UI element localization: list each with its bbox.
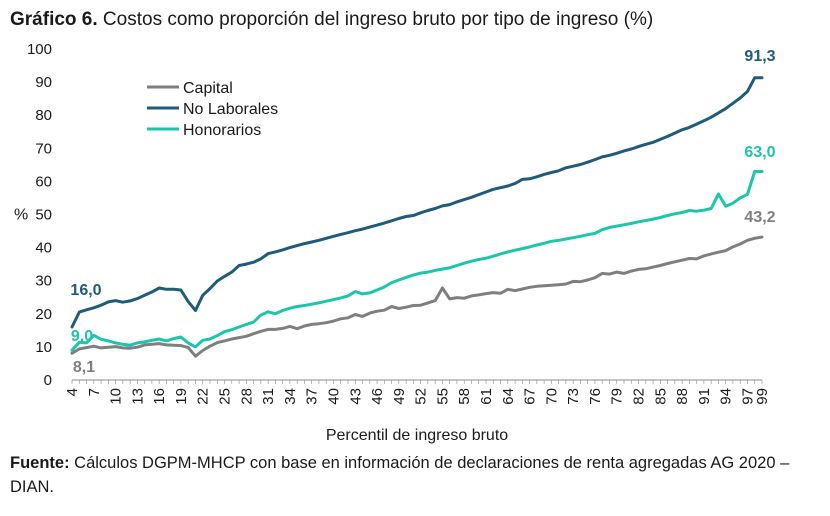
x-tick-label: 82 bbox=[631, 388, 648, 405]
x-tick-label: 10 bbox=[108, 388, 125, 405]
x-tick-label: 22 bbox=[195, 388, 212, 405]
x-axis: 4 7 10 13 16 19 22 25 28 31 34 37 40 43 46 49 52 55 58 61 64… bbox=[64, 379, 771, 405]
x-tick-label: 88 bbox=[674, 388, 691, 405]
y-tick-label: 80 bbox=[35, 107, 52, 124]
y-axis-title: % bbox=[14, 207, 28, 224]
x-tick-label: 37 bbox=[304, 388, 321, 405]
x-tick-label: 7 bbox=[86, 388, 103, 396]
x-tick-label: 99 bbox=[754, 388, 771, 405]
chart-title-text: Costos como proporción del ingreso bruto… bbox=[97, 9, 654, 30]
x-tick-label: 31 bbox=[260, 388, 277, 405]
y-axis: 0 10 20 30 40 50 60 70 80 90 100 bbox=[27, 41, 52, 389]
x-tick-label: 25 bbox=[217, 388, 234, 405]
y-tick-label: 60 bbox=[35, 173, 52, 190]
y-tick-label: 40 bbox=[35, 240, 52, 257]
series-end-label: 91,3 bbox=[744, 48, 775, 65]
x-tick-label: 19 bbox=[173, 388, 190, 405]
y-tick-label: 50 bbox=[35, 207, 52, 224]
legend: Capital No Laborales Honorarios bbox=[147, 80, 278, 139]
y-tick-label: 20 bbox=[35, 306, 52, 323]
x-tick-label: 70 bbox=[543, 388, 560, 405]
source-prefix: Fuente: bbox=[10, 454, 70, 472]
legend-label: Capital bbox=[183, 80, 233, 97]
x-tick-label: 61 bbox=[478, 388, 495, 405]
y-tick-label: 100 bbox=[27, 41, 52, 58]
x-tick-label: 40 bbox=[325, 388, 342, 405]
x-tick-label: 58 bbox=[456, 388, 473, 405]
x-tick-label: 52 bbox=[413, 388, 430, 405]
legend-label: Honorarios bbox=[183, 122, 261, 139]
y-tick-label: 0 bbox=[44, 372, 52, 389]
x-tick-label: 16 bbox=[151, 388, 168, 405]
x-tick-label: 94 bbox=[718, 388, 735, 405]
x-tick-label: 28 bbox=[238, 388, 255, 405]
series-start-label: 16,0 bbox=[70, 282, 101, 299]
series-end-label: 63,0 bbox=[744, 144, 775, 161]
y-tick-label: 90 bbox=[35, 74, 52, 91]
x-tick-label: 13 bbox=[129, 388, 146, 405]
x-tick-label: 43 bbox=[347, 388, 364, 405]
x-tick-label: 46 bbox=[369, 388, 386, 405]
x-tick-label: 4 bbox=[64, 388, 81, 396]
x-tick-label: 67 bbox=[522, 388, 539, 405]
chart-title-prefix: Gráfico 6. bbox=[10, 9, 98, 30]
x-tick-label: 79 bbox=[609, 388, 626, 405]
source-note: Fuente: Cálculos DGPM-MHCP con base en i… bbox=[10, 451, 810, 499]
x-tick-label: 64 bbox=[500, 388, 517, 405]
series-line bbox=[70, 170, 764, 352]
series-layer: 43,2 91,3 63,0 8,1 16,0 9,0 bbox=[70, 48, 775, 376]
y-tick-label: 10 bbox=[35, 339, 52, 356]
x-tick-label: 76 bbox=[587, 388, 604, 405]
x-tick-label: 91 bbox=[696, 388, 713, 405]
x-tick-label: 85 bbox=[652, 388, 669, 405]
series-line bbox=[70, 76, 764, 329]
x-tick-label: 55 bbox=[434, 388, 451, 405]
y-tick-label: 30 bbox=[35, 273, 52, 290]
x-tick-label: 34 bbox=[282, 388, 299, 405]
series-end-label: 43,2 bbox=[744, 209, 775, 226]
x-axis-title: Percentil de ingreso bruto bbox=[326, 427, 508, 444]
x-tick-label: 49 bbox=[391, 388, 408, 405]
y-tick-label: 70 bbox=[35, 140, 52, 157]
chart-title: Gráfico 6. Costos como proporción del in… bbox=[10, 9, 653, 31]
legend-label: No Laborales bbox=[183, 101, 278, 118]
x-tick-label: 97 bbox=[739, 388, 756, 405]
series-line bbox=[70, 235, 764, 358]
source-text: Cálculos DGPM-MHCP con base en informaci… bbox=[10, 454, 790, 496]
series-start-label: 8,1 bbox=[73, 359, 95, 376]
series-start-label: 9,0 bbox=[71, 328, 93, 345]
x-tick-label: 73 bbox=[565, 388, 582, 405]
